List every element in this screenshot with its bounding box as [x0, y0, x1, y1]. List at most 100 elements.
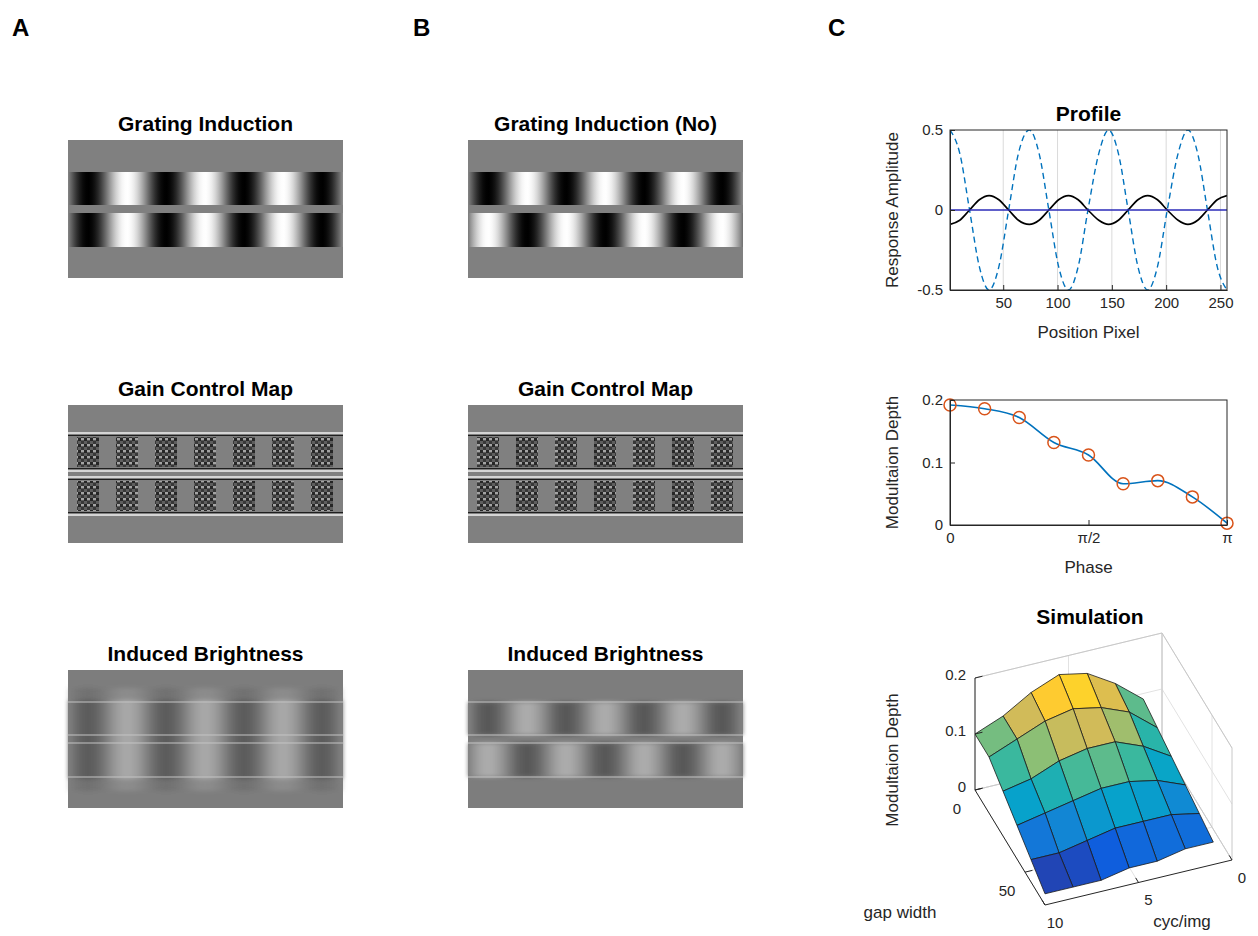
tick-label: π/2 [1078, 529, 1101, 546]
edge-line [468, 479, 743, 480]
edge-line [68, 777, 343, 778]
image-background [468, 670, 743, 808]
series-line [950, 130, 1227, 290]
edge-line [468, 476, 743, 478]
edge-line [68, 432, 343, 434]
tick: 0 [935, 201, 955, 218]
marker [979, 403, 991, 415]
series-line [950, 405, 1227, 523]
texture-block [516, 481, 538, 511]
grid-line [975, 633, 1162, 678]
tick-mark [1025, 870, 1032, 872]
panel-label: C [828, 14, 845, 41]
tick-label: 50 [995, 294, 1012, 311]
tick: 100 [1046, 285, 1071, 311]
stimulus-image [468, 140, 743, 278]
tick-mark [975, 788, 982, 790]
texture-block [633, 437, 655, 467]
marker-layer [944, 399, 1233, 529]
edge-line [68, 470, 343, 472]
marker [1152, 475, 1164, 487]
tick: 200 [1154, 285, 1179, 311]
plot-area [950, 405, 1227, 523]
marker [1083, 449, 1095, 461]
y-axis-line [1045, 860, 1232, 905]
grating-band [468, 172, 743, 205]
image-title: Induced Brightness [507, 642, 703, 665]
grating-band [468, 213, 743, 247]
x-axis-line [951, 290, 1228, 291]
tick-mark [950, 463, 955, 464]
plot-frame [950, 130, 1227, 290]
image-background [468, 405, 743, 543]
tick-mark [950, 130, 955, 131]
y-axis-title: Modultaion Depth [883, 396, 902, 529]
box-edge [975, 633, 1162, 678]
chart: 0π/2π00.10.2PhaseModultaion Depth [883, 391, 1233, 577]
texture-block [194, 437, 216, 467]
tick-mark [950, 290, 955, 291]
tick: 0.2 [922, 391, 955, 408]
grid-line [1162, 633, 1232, 748]
texture-block [194, 481, 216, 511]
induced-halo [68, 779, 343, 791]
tick: π/2 [1078, 520, 1101, 546]
tick-mark [950, 400, 955, 401]
induced-halo [68, 688, 343, 700]
panel-label: A [12, 14, 29, 41]
tick-label: 0.2 [922, 391, 943, 408]
texture-block [155, 481, 177, 511]
chart-title: Simulation [1036, 605, 1143, 628]
tick-label: 200 [1154, 294, 1179, 311]
texture-block [516, 437, 538, 467]
induced-band [68, 700, 343, 779]
marker [1186, 491, 1198, 503]
texture-block [272, 437, 294, 467]
image-background [68, 140, 343, 278]
tick-mark [1089, 520, 1090, 525]
induced-band [468, 743, 743, 777]
image-title: Induced Brightness [107, 642, 303, 665]
edge-line [468, 514, 743, 516]
texture-block [711, 437, 733, 467]
grid-line [1162, 633, 1163, 745]
texture-block [116, 481, 138, 511]
texture-block [77, 481, 99, 511]
image-title: Grating Induction [118, 112, 293, 135]
edge-line [68, 476, 343, 478]
chart: 050051000.10.2Simulationgap widthcyc/img… [864, 605, 1247, 931]
tick-label: 250 [1208, 294, 1233, 311]
x-axis-title: Phase [1064, 558, 1112, 577]
tick: 0.5 [922, 121, 955, 138]
y-axis-title: cyc/img [1153, 912, 1211, 931]
surface-cell [1031, 853, 1073, 894]
y-axis-title: Response Amplitude [883, 132, 902, 288]
tick-label: π [1222, 529, 1232, 546]
texture-block [272, 481, 294, 511]
box-edge [1232, 748, 1233, 860]
x-axis-line [951, 525, 1228, 526]
x-axis: 50 100 150 200 250 [951, 285, 1234, 311]
edge-line [468, 743, 743, 744]
tick: 0 [935, 516, 955, 533]
image-title: Grating Induction (No) [494, 112, 717, 135]
surface [975, 673, 1213, 893]
marker [1013, 412, 1025, 424]
image-background [68, 670, 343, 808]
image-title: Gain Control Map [118, 377, 293, 400]
surface-cell [1017, 813, 1059, 860]
box-edge [1162, 633, 1232, 748]
edge-line [468, 435, 743, 436]
tick: 150 [1100, 285, 1125, 311]
edge-line [68, 514, 343, 516]
texture-block [672, 437, 694, 467]
tick: 0.1 [922, 454, 955, 471]
texture-block [311, 437, 333, 467]
image-title: Gain Control Map [518, 377, 693, 400]
tick-mark [975, 732, 982, 734]
induced-pattern [68, 688, 343, 791]
tick-mark [950, 525, 955, 526]
series-line [950, 209, 1227, 211]
plot-area [950, 130, 1227, 290]
tick-label: 0 [935, 201, 943, 218]
